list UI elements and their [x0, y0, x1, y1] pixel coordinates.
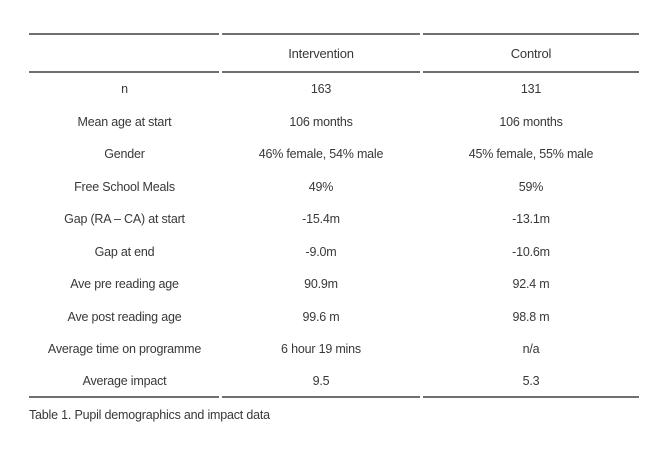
demographics-table: Intervention Control n 163 131 Mean age … [29, 33, 639, 398]
intervention-value: 163 [310, 82, 332, 97]
table-row: Free School Meals 49% 59% [29, 171, 639, 204]
row-label: Free School Meals [74, 179, 175, 194]
intervention-value: -9.0m [305, 244, 337, 259]
intervention-value: -15.4m [302, 212, 340, 227]
control-value: 106 months [499, 114, 563, 129]
header-empty-cell [29, 33, 219, 73]
table-row: Ave pre reading age 90.9m 92.4 m [29, 268, 639, 301]
table-row: Mean age at start 106 months 106 months [29, 106, 639, 139]
row-label: Gap (RA – CA) at start [64, 212, 185, 227]
intervention-value: 99.6 m [302, 309, 340, 324]
control-value: -13.1m [512, 212, 550, 227]
table-row: Average time on programme 6 hour 19 mins… [29, 333, 639, 366]
control-value: n/a [522, 342, 540, 357]
row-label: Gap at end [94, 244, 155, 259]
control-value: 98.8 m [512, 309, 550, 324]
row-label: Ave post reading age [67, 309, 182, 324]
row-label: Mean age at start [77, 114, 172, 129]
table-row: Ave post reading age 99.6 m 98.8 m [29, 301, 639, 334]
intervention-value: 106 months [289, 114, 353, 129]
intervention-value: 90.9m [304, 277, 338, 292]
intervention-value: 46% female, 54% male [258, 147, 384, 162]
table-row: Average impact 9.5 5.3 [29, 366, 639, 398]
row-label: n [121, 82, 128, 97]
intervention-value: 6 hour 19 mins [281, 342, 361, 357]
intervention-value: 49% [308, 179, 334, 194]
row-label: Ave pre reading age [70, 277, 179, 292]
table-row: n 163 131 [29, 73, 639, 106]
row-label: Average impact [29, 366, 219, 398]
table-row: Gap at end -9.0m -10.6m [29, 236, 639, 269]
table-caption: Table 1. Pupil demographics and impact d… [29, 408, 270, 422]
control-value: -10.6m [512, 244, 550, 259]
control-value: 5.3 [423, 366, 639, 398]
intervention-value: 9.5 [222, 366, 420, 398]
table-row: Gap (RA – CA) at start -15.4m -13.1m [29, 203, 639, 236]
row-label: Gender [104, 147, 145, 162]
column-header-intervention: Intervention [222, 33, 420, 73]
column-header-control: Control [423, 33, 639, 73]
table-row: Gender 46% female, 54% male 45% female, … [29, 138, 639, 171]
table-header-row: Intervention Control [29, 33, 639, 73]
control-value: 92.4 m [512, 277, 550, 292]
row-label: Average time on programme [47, 342, 202, 357]
control-value: 45% female, 55% male [468, 147, 594, 162]
control-value: 59% [518, 179, 544, 194]
control-value: 131 [520, 82, 542, 97]
